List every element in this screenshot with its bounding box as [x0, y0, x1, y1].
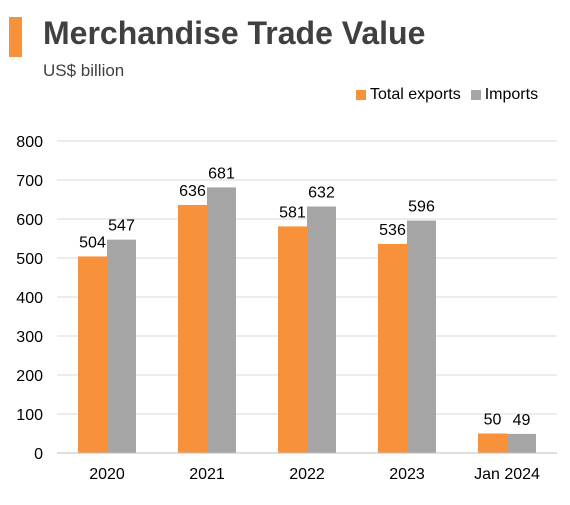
- chart-title: Merchandise Trade Value: [43, 15, 426, 51]
- data-label: 547: [108, 218, 135, 235]
- data-label: 581: [279, 204, 306, 221]
- bar-imports: [207, 187, 236, 453]
- y-tick-label: 0: [34, 446, 43, 463]
- bar-exports: [178, 204, 207, 453]
- y-tick-label: 700: [16, 173, 43, 190]
- y-tick-label: 600: [16, 212, 43, 229]
- y-tick-label: 300: [16, 329, 43, 346]
- y-tick-label: 800: [16, 134, 43, 151]
- data-label: 504: [79, 234, 106, 251]
- data-label: 636: [179, 183, 206, 200]
- data-label: 49: [513, 412, 531, 429]
- x-tick-label: 2020: [89, 466, 125, 483]
- bar-imports: [107, 239, 136, 453]
- bar-imports: [307, 206, 336, 453]
- bar-exports: [478, 433, 507, 453]
- data-label: 681: [208, 165, 235, 182]
- chart-legend: Total exports Imports: [356, 86, 538, 104]
- data-label: 536: [379, 222, 406, 239]
- y-tick-label: 500: [16, 251, 43, 268]
- bar-imports: [507, 433, 536, 453]
- y-tick-label: 100: [16, 407, 43, 424]
- legend-swatch-imports: [470, 90, 481, 100]
- bar-imports: [407, 220, 436, 453]
- chart-subtitle: US$ billion: [43, 61, 125, 80]
- y-tick-label: 400: [16, 290, 43, 307]
- x-tick-label: 2023: [389, 466, 425, 483]
- title-accent-bar: [9, 17, 22, 57]
- x-tick-label: 2021: [189, 466, 225, 483]
- x-tick-label: Jan 2024: [474, 466, 540, 483]
- legend-label-imports: Imports: [484, 86, 539, 103]
- data-label: 632: [308, 185, 335, 202]
- x-tick-label: 2022: [289, 466, 325, 483]
- legend-swatch-exports: [356, 90, 366, 100]
- legend-label-exports: Total exports: [370, 86, 461, 103]
- bar-exports: [78, 256, 107, 453]
- bar-exports: [378, 243, 407, 453]
- legend-item-exports: Total exports: [356, 86, 461, 104]
- y-tick-label: 200: [16, 368, 43, 385]
- data-label: 50: [484, 412, 502, 429]
- legend-item-imports: Imports: [470, 86, 539, 104]
- bar-exports: [278, 226, 307, 453]
- data-label: 596: [408, 199, 435, 216]
